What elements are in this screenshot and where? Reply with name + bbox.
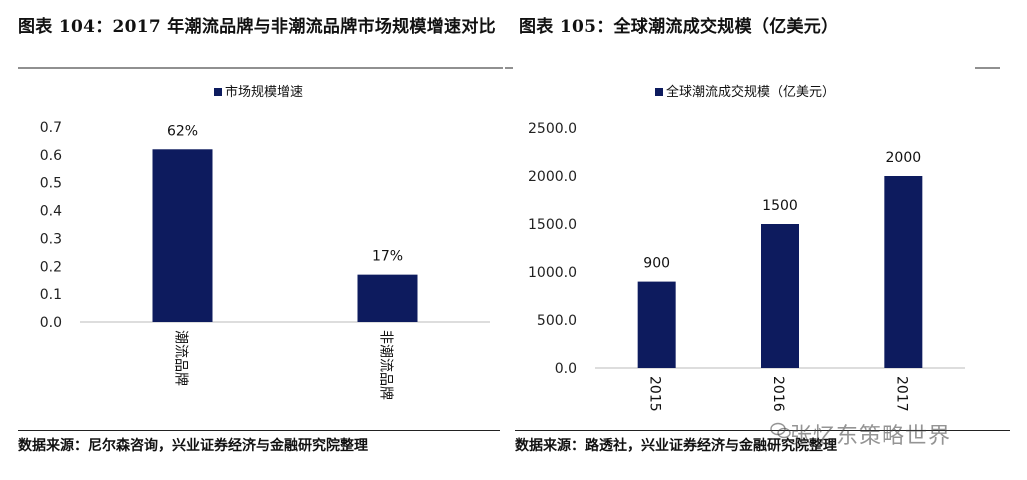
- figure-105: 图表 105：全球潮流成交规模（亿美元） 全球潮流成交规模（亿美元） 0.0 500…: [505, 0, 1027, 480]
- bar: [761, 224, 799, 368]
- wechat-icon: [770, 422, 791, 439]
- data-label: 62%: [167, 123, 198, 139]
- x-tick-label: 2015: [647, 376, 663, 412]
- y-tick-label: 0.7: [40, 120, 62, 136]
- y-tick-label: 1500.0: [528, 217, 577, 233]
- legend-swatch: [655, 88, 663, 96]
- data-source: 数据来源：路透社，兴业证券经济与金融研究院整理: [515, 430, 1010, 455]
- trade-volume-bar-chart: 全球潮流成交规模（亿美元） 0.0 500.0 1000.0 1500.0 2000.0 2…: [505, 67, 1000, 412]
- growth-bar-chart: 市场规模增速 0.0 0.1 0.2 0.3 0.4 0.5 0.6 0.7 62% 潮流品牌 17%…: [18, 67, 503, 400]
- y-tick-label: 0.5: [40, 176, 62, 192]
- figure-title: 图表 105：全球潮流成交规模（亿美元）: [519, 17, 839, 37]
- y-tick-label: 0.1: [40, 287, 62, 303]
- y-tick-label: 0.2: [40, 259, 62, 275]
- legend-label: 全球潮流成交规模（亿美元）: [666, 84, 835, 100]
- bar: [357, 274, 418, 322]
- y-tick-label: 0.0: [555, 361, 577, 377]
- data-label: 2000: [886, 150, 922, 166]
- legend-label: 市场规模增速: [225, 84, 303, 100]
- x-tick-label: 2017: [893, 376, 909, 412]
- y-tick-label: 0.3: [40, 231, 62, 247]
- y-tick-label: 500.0: [537, 313, 577, 329]
- x-tick-label: 潮流品牌: [173, 330, 190, 386]
- figure-title: 图表 104：2017 年潮流品牌与非潮流品牌市场规模增速对比: [18, 17, 496, 37]
- y-tick-label: 1000.0: [528, 265, 577, 281]
- bar: [152, 149, 213, 322]
- data-label: 17%: [372, 249, 403, 265]
- legend-swatch: [214, 88, 222, 96]
- y-tick-label: 0.6: [40, 148, 62, 164]
- data-label: 900: [643, 256, 670, 272]
- y-tick-label: 0.0: [40, 315, 62, 331]
- x-tick-label: 非潮流品牌: [378, 330, 395, 400]
- y-tick-label: 2500.0: [528, 121, 577, 137]
- y-tick-label: 0.4: [40, 204, 62, 220]
- figure-104: 图表 104：2017 年潮流品牌与非潮流品牌市场规模增速对比 市场规模增速 0.…: [0, 0, 505, 480]
- data-source: 数据来源：尼尔森咨询，兴业证券经济与金融研究院整理: [18, 430, 500, 455]
- data-label: 1500: [762, 198, 798, 214]
- y-tick-label: 2000.0: [528, 169, 577, 185]
- x-tick-label: 2016: [770, 376, 786, 412]
- bar: [637, 281, 676, 368]
- bar: [884, 176, 923, 368]
- watermark: 张忆东策略世界: [790, 424, 952, 449]
